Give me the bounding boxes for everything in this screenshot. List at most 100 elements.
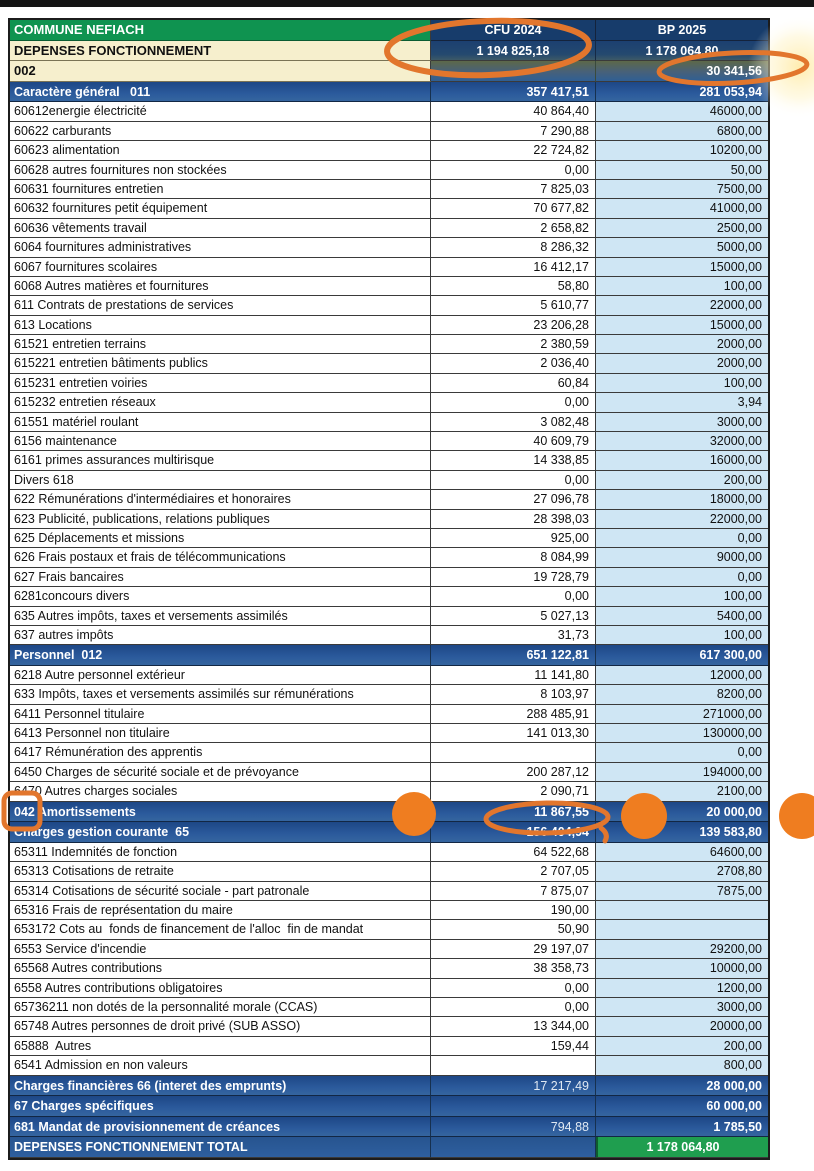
- cfu-value: 40 864,40: [431, 102, 596, 122]
- row-label: 60636 vêtements travail: [10, 218, 431, 239]
- cfu-value: 141 013,30: [431, 724, 596, 744]
- cfu-value: 0,00: [431, 587, 596, 607]
- table-row: 6161 primes assurances multirisque 14 338…: [10, 451, 768, 471]
- cfu-value: 1 194 825,18: [431, 40, 596, 62]
- table-row: 60632 fournitures petit équipement 70 677…: [10, 199, 768, 219]
- row-label: 627 Frais bancaires: [10, 567, 431, 588]
- cfu-value: 58,80: [431, 276, 596, 297]
- table-row: 65888 Autres 159,44 200,00: [10, 1036, 768, 1057]
- cfu-value: 50,90: [431, 920, 596, 940]
- table-row: 60622 carburants 7 290,88 6800,00: [10, 121, 768, 142]
- row-label: 625 Déplacements et missions: [10, 528, 431, 549]
- bp-value: 100,00: [596, 276, 768, 297]
- table-row: 6553 Service d'incendie 29 197,07 29200,00: [10, 939, 768, 960]
- cfu-value: 8 103,97: [431, 685, 596, 705]
- cfu-value: 190,00: [431, 901, 596, 921]
- table-row: 633 Impôts, taxes et versements assimilé…: [10, 685, 768, 705]
- cfu-value: 5 027,13: [431, 606, 596, 626]
- row-label: 6064 fournitures administratives: [10, 238, 431, 258]
- scan-top-black-bar: [0, 0, 814, 7]
- bp-value: 64600,00: [596, 842, 768, 863]
- table-row: 6281concours divers 0,00 100,00: [10, 587, 768, 607]
- row-label: 6558 Autres contributions obligatoires: [10, 978, 431, 998]
- table-row: 6068 Autres matières et fournitures 58,80…: [10, 276, 768, 297]
- bp-value: 6800,00: [596, 121, 768, 142]
- bp-value: 1 785,50: [596, 1116, 768, 1138]
- bp-value: 271000,00: [596, 704, 768, 725]
- row-label: 653172 Cots au fonds de financement de l…: [10, 920, 431, 940]
- table-row: 6417 Rémunération des apprentis 0,00: [10, 743, 768, 763]
- row-label: Charges financières 66 (interet des empr…: [10, 1075, 431, 1097]
- bp-value: 50,00: [596, 160, 768, 180]
- bp-value: 2000,00: [596, 335, 768, 355]
- table-row: 65568 Autres contributions 38 358,73 10000…: [10, 959, 768, 979]
- table-row: 60612energie électricité 40 864,40 46000,0…: [10, 102, 768, 122]
- row-label: 615221 entretien bâtiments publics: [10, 354, 431, 374]
- table-hdr1-row: DEPENSES FONCTIONNEMENT 1 194 825,18 1 178…: [10, 40, 768, 62]
- row-label: 61551 matériel roulant: [10, 412, 431, 433]
- cfu-value: 11 141,80: [431, 665, 596, 686]
- row-label: 6450 Charges de sécurité sociale et de p…: [10, 762, 431, 783]
- table-row: 613 Locations 23 206,28 15000,00: [10, 315, 768, 336]
- cfu-value: 14 338,85: [431, 451, 596, 471]
- cfu-value: [431, 61, 596, 82]
- table-row: 6541 Admission en non valeurs 800,00: [10, 1056, 768, 1076]
- row-label: DEPENSES FONCTIONNEMENT TOTAL: [10, 1137, 431, 1158]
- row-label: 60623 alimentation: [10, 141, 431, 161]
- cfu-value: 11 867,55: [431, 801, 596, 823]
- row-label: 042 Amortissements: [10, 801, 431, 823]
- cfu-value: 8 084,99: [431, 548, 596, 568]
- row-label: 61521 entretien terrains: [10, 335, 431, 355]
- row-label: 622 Rémunérations d'intermédiaires et ho…: [10, 490, 431, 510]
- row-label: 6541 Admission en non valeurs: [10, 1056, 431, 1076]
- bp-value: 3,94: [596, 393, 768, 413]
- bp-value: 194000,00: [596, 762, 768, 783]
- cfu-value: 651 122,81: [431, 645, 596, 666]
- cfu-value: 288 485,91: [431, 704, 596, 725]
- cfu-value: 17 217,49: [431, 1075, 596, 1097]
- row-label: 65311 Indemnités de fonction: [10, 842, 431, 863]
- cfu-value: 3 082,48: [431, 412, 596, 433]
- table-row: 65736211 non dotés de la personnalité mo…: [10, 997, 768, 1018]
- row-label: 60612energie électricité: [10, 102, 431, 122]
- table-row: 65748 Autres personnes de droit privé (S…: [10, 1017, 768, 1037]
- bp-value: 100,00: [596, 625, 768, 646]
- table-row: 615232 entretien réseaux 0,00 3,94: [10, 393, 768, 413]
- cfu-value: 2 658,82: [431, 218, 596, 239]
- row-label: 65314 Cotisations de sécurité sociale - …: [10, 881, 431, 901]
- bp-value: 7875,00: [596, 881, 768, 901]
- row-label: 002: [10, 61, 431, 82]
- cfu-value: 31,73: [431, 625, 596, 646]
- cfu-value: 64 522,68: [431, 842, 596, 863]
- table-row: 615221 entretien bâtiments publics 2 036,…: [10, 354, 768, 374]
- cfu-value: 13 344,00: [431, 1017, 596, 1037]
- cfu-value: [431, 1137, 596, 1158]
- table-row: 6558 Autres contributions obligatoires 0,…: [10, 978, 768, 998]
- row-label: 60631 fournitures entretien: [10, 179, 431, 200]
- table-row: 622 Rémunérations d'intermédiaires et ho…: [10, 490, 768, 510]
- row-label: 637 autres impôts: [10, 625, 431, 646]
- bp-value: 22000,00: [596, 296, 768, 316]
- table-row: 626 Frais postaux et frais de télécommun…: [10, 548, 768, 568]
- table-row: 60623 alimentation 22 724,82 10200,00: [10, 141, 768, 161]
- bp-value: 3000,00: [596, 412, 768, 433]
- row-label: 6156 maintenance: [10, 432, 431, 452]
- bp-value: 10000,00: [596, 959, 768, 979]
- row-label: 6553 Service d'incendie: [10, 939, 431, 960]
- bp-value: 15000,00: [596, 315, 768, 336]
- table-row: 625 Déplacements et missions 925,00 0,00: [10, 528, 768, 549]
- bp-value: [596, 901, 768, 921]
- table-row: 627 Frais bancaires 19 728,79 0,00: [10, 567, 768, 588]
- budget-table: COMMUNE NEFIACH CFU 2024 BP 2025 DEPENSES F…: [8, 18, 770, 1160]
- bp-value: 46000,00: [596, 102, 768, 122]
- cfu-value: 70 677,82: [431, 199, 596, 219]
- bp-value: 0,00: [596, 528, 768, 549]
- row-label: 633 Impôts, taxes et versements assimilé…: [10, 685, 431, 705]
- row-label: DEPENSES FONCTIONNEMENT: [10, 40, 431, 62]
- row-label: 613 Locations: [10, 315, 431, 336]
- cfu-value: 28 398,03: [431, 509, 596, 529]
- cfu-value: 0,00: [431, 160, 596, 180]
- row-label: 67 Charges spécifiques: [10, 1096, 431, 1117]
- bp-value: [596, 920, 768, 940]
